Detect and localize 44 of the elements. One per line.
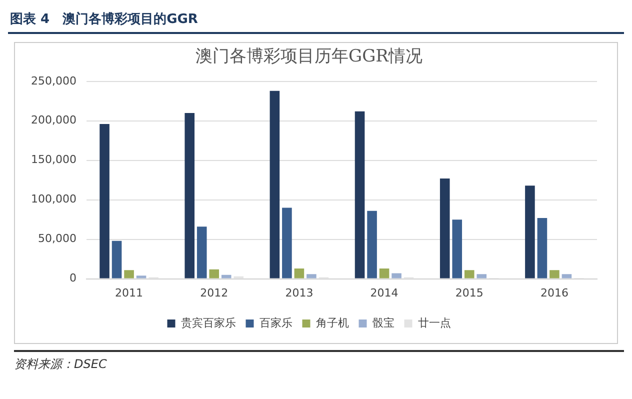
bar [367,210,377,278]
bar [306,274,316,278]
legend-label: 廿一点 [418,316,451,330]
bar [452,220,462,278]
bar [221,274,232,278]
bar [440,178,450,278]
bar [184,112,195,278]
bar [209,269,220,278]
bar [294,268,304,278]
chart-title: 澳门各博彩项目历年GGR情况 [196,46,422,67]
x-tick-label: 2012 [200,286,228,300]
y-tick-label: 100,000 [30,192,76,206]
bar [136,276,146,278]
bar [112,240,122,278]
bar [525,186,535,278]
x-tick-label: 2015 [455,286,484,300]
text: 资料来源：DSEC [13,356,108,373]
legend-label: 贵宾百家乐 [180,316,236,330]
y-tick-label: 200,000 [30,114,76,127]
bar [537,218,548,278]
bar [562,274,572,278]
bar [550,270,560,278]
legend-label: 百家乐 [259,316,292,330]
bar [196,226,207,278]
y-tick-label: 0 [69,272,76,285]
text: 图表 4 澳门各博彩项目的GGR [8,8,624,34]
bar [270,90,280,278]
y-tick-label: 150,000 [30,153,76,166]
bar [282,208,292,278]
legend-label: 角子机 [316,316,349,330]
x-tick-label: 2014 [370,286,398,300]
bar [354,111,365,278]
y-tick-label: 50,000 [38,232,76,246]
bar [464,270,474,278]
x-tick-label: 2013 [285,286,314,300]
bar [476,274,487,278]
x-tick-label: 2016 [540,286,568,300]
bar [124,270,134,278]
bar [392,273,402,278]
legend-label: 骰宝 [372,316,394,330]
bar [379,268,390,278]
y-tick-label: 250,000 [30,74,76,88]
x-tick-label: 2011 [115,286,144,300]
bar [100,124,110,278]
